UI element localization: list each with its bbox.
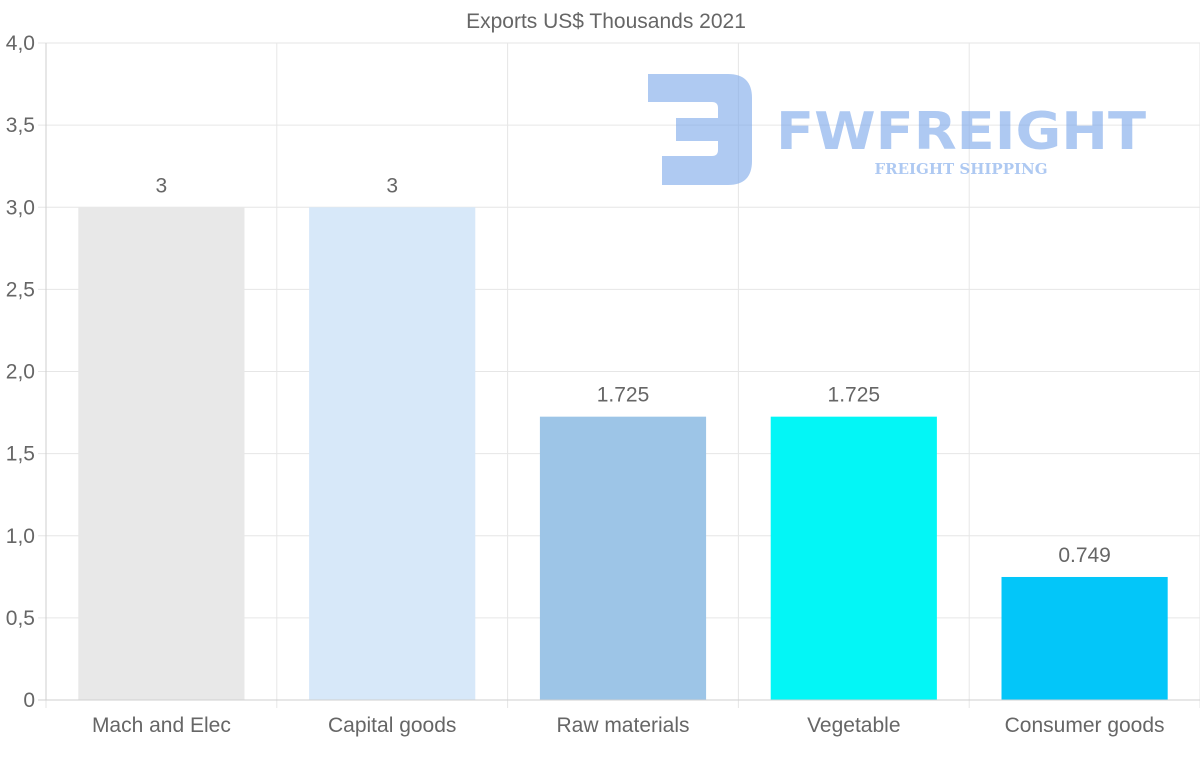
logo-mark-icon <box>648 74 752 185</box>
bar-value-label: 1.725 <box>597 384 650 407</box>
bars: 3 3 1.725 1.725 0.749 <box>78 174 1168 700</box>
watermark-logo: FWFREIGHT FREIGHT SHIPPING <box>648 74 1147 185</box>
bar-value-label: 3 <box>386 174 398 197</box>
y-tick-label: 0,5 <box>6 607 35 630</box>
bar <box>78 207 245 700</box>
watermark-brand: FWFREIGHT <box>776 102 1147 162</box>
bar-value-label: 0.749 <box>1058 544 1111 567</box>
x-tick-label: Vegetable <box>807 714 900 737</box>
x-tick-label: Raw materials <box>556 714 689 737</box>
y-tick-label: 0 <box>23 689 35 712</box>
x-tick-label: Mach and Elec <box>92 714 231 737</box>
y-tick-label: 2,5 <box>6 278 35 301</box>
bar-value-label: 1.725 <box>828 384 881 407</box>
y-tick-label: 3,0 <box>6 196 35 219</box>
y-tick-label: 4,0 <box>6 32 35 55</box>
bar <box>309 207 476 700</box>
y-tick-label: 3,5 <box>6 114 35 137</box>
y-tick-label: 2,0 <box>6 361 35 384</box>
bar-value-label: 3 <box>156 174 168 197</box>
y-axis-ticks: 0 0,5 1,0 1,5 2,0 2,5 3,0 3,5 4,0 <box>6 32 35 712</box>
axes: Mach and Elec Capital goods Raw materials V… <box>38 43 1200 737</box>
y-tick-label: 1,0 <box>6 525 35 548</box>
chart-title: Exports US$ Thousands 2021 <box>466 10 746 33</box>
watermark-tagline: FREIGHT SHIPPING <box>874 160 1047 178</box>
bar <box>539 416 707 700</box>
bar <box>770 416 937 700</box>
x-tick-label: Consumer goods <box>1005 714 1165 737</box>
x-tick-label: Capital goods <box>328 714 456 737</box>
bar <box>1001 576 1168 700</box>
y-tick-label: 1,5 <box>6 443 35 466</box>
